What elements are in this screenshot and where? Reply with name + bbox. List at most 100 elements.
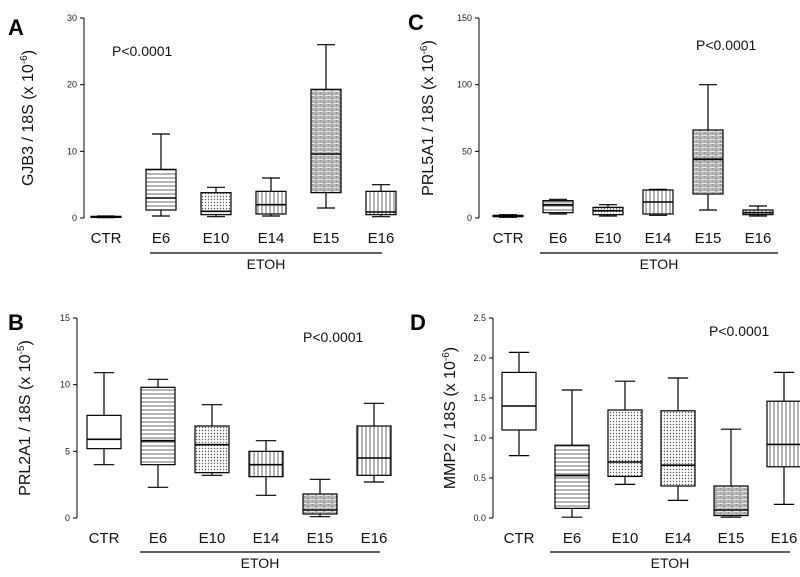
box-e16: [742, 205, 774, 217]
y-tick-label: 0: [65, 513, 70, 523]
y-tick-label: 10: [67, 146, 77, 156]
box-e6: [145, 133, 177, 217]
y-tick-label: 0: [72, 213, 77, 223]
y-tick-label: 30: [67, 13, 77, 23]
category-label: E14: [665, 530, 692, 547]
y-tick-label: 5: [65, 446, 70, 456]
p-value-annotation: P<0.0001: [696, 37, 757, 53]
box-iqr: [194, 425, 230, 474]
box-ctr: [492, 214, 524, 218]
y-tick-label: 20: [67, 80, 77, 90]
category-label: CTR: [493, 230, 524, 247]
p-value-annotation: P<0.0001: [303, 329, 364, 345]
box-e14: [642, 188, 674, 216]
category-label: E14: [645, 230, 672, 247]
category-label: E6: [563, 530, 581, 547]
panel-letter: C: [408, 10, 424, 35]
y-tick-label: 0: [467, 213, 472, 223]
p-value-annotation: P<0.0001: [112, 43, 173, 59]
box-e14: [660, 377, 696, 501]
panel-c: C 0 50 100 150 PRL5A1 / 18S (x 10-6) CTR E6 E10 E…: [408, 10, 778, 272]
box-e10: [607, 380, 643, 485]
y-axis-title: GJB3 / 18S (x 10-6): [19, 50, 37, 186]
box-iqr: [140, 386, 176, 466]
box-iqr: [554, 444, 590, 510]
y-tick-label: 1.5: [473, 393, 486, 403]
box-e6: [542, 198, 574, 215]
panel-a: A 0 10 20 30 GJB3 / 18S (x 10-6) CTR E6 E10 E14 E1…: [8, 13, 397, 272]
box-e15: [310, 44, 342, 209]
box-iqr: [86, 414, 122, 450]
panel-letter: D: [410, 310, 426, 335]
group-label: ETOH: [247, 256, 286, 272]
box-iqr: [660, 410, 696, 487]
box-e15: [713, 428, 749, 518]
box-ctr: [86, 372, 122, 466]
y-tick-label: 0.0: [473, 513, 486, 523]
y-tick-label: 0.5: [473, 473, 486, 483]
box-iqr: [365, 190, 397, 216]
group-label: ETOH: [640, 256, 679, 272]
box-e14: [255, 177, 287, 217]
box-e15: [692, 84, 724, 211]
box-iqr: [713, 485, 749, 517]
panel-letter: B: [8, 310, 24, 335]
y-tick-label: 15: [60, 313, 70, 323]
category-label: E6: [152, 230, 170, 247]
p-value-annotation: P<0.0001: [709, 323, 770, 339]
y-axis-title: PRL2A1 / 18S (x 10-5): [16, 340, 34, 496]
category-label: E15: [313, 230, 340, 247]
box-e6: [554, 389, 590, 518]
y-tick-label: 10: [60, 380, 70, 390]
panel-letter: A: [8, 15, 24, 40]
category-label: E15: [307, 530, 334, 547]
box-e16: [766, 371, 800, 505]
y-tick-label: 1.0: [473, 433, 486, 443]
y-tick-label: 100: [457, 80, 472, 90]
box-iqr: [145, 168, 177, 211]
category-label: E16: [368, 230, 395, 247]
y-tick-label: 50: [462, 146, 472, 156]
box-iqr: [542, 200, 574, 214]
box-ctr: [90, 215, 122, 219]
box-e6: [140, 378, 176, 488]
box-iqr: [501, 371, 537, 431]
box-iqr: [692, 129, 724, 195]
box-iqr: [766, 400, 800, 468]
box-iqr: [607, 409, 643, 478]
box-iqr: [356, 425, 392, 476]
box-iqr: [310, 88, 342, 194]
category-label: E10: [199, 530, 226, 547]
y-axis-title: MMP2 / 18S (x 10-6): [441, 347, 459, 489]
box-e15: [302, 478, 338, 518]
category-label: E15: [695, 230, 722, 247]
category-label: CTR: [91, 230, 122, 247]
category-label: E6: [549, 230, 567, 247]
category-label: E10: [612, 530, 639, 547]
box-e16: [365, 184, 397, 218]
group-label: ETOH: [241, 555, 280, 571]
y-tick-label: 2.0: [473, 353, 486, 363]
category-label: E16: [361, 530, 388, 547]
category-label: E14: [258, 230, 285, 247]
panel-d: D 0.0 0.5 1.0 1.5 2.0 2.5 MMP2 / 18S (x 10-6) CT…: [410, 310, 800, 571]
box-e16: [356, 402, 392, 483]
box-iqr: [255, 190, 287, 215]
category-label: E16: [745, 230, 772, 247]
y-axis-title: PRL5A1 / 18S (x 10-6): [419, 40, 437, 196]
category-label: E14: [253, 530, 280, 547]
box-iqr: [200, 192, 232, 216]
box-e10: [200, 186, 232, 218]
box-iqr: [302, 493, 338, 515]
category-label: E15: [718, 530, 745, 547]
group-label: ETOH: [651, 555, 690, 571]
box-e10: [194, 404, 230, 476]
box-e10: [592, 204, 624, 217]
box-ctr: [501, 351, 537, 457]
panel-b: B 0 5 10 15 PRL2A1 / 18S (x 10-5) CTR E6 E10 E14 E…: [8, 310, 392, 571]
y-tick-label: 150: [457, 13, 472, 23]
box-e14: [248, 440, 284, 496]
category-label: E6: [149, 530, 167, 547]
category-label: CTR: [504, 530, 535, 547]
